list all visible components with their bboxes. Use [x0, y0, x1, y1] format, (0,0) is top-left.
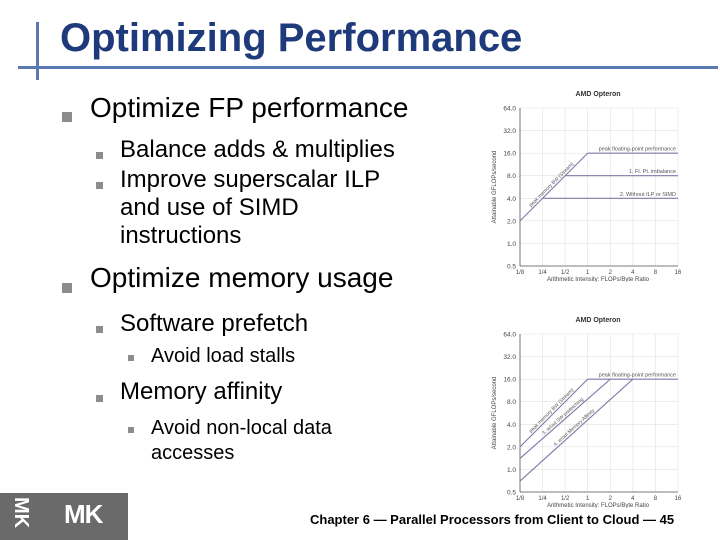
x-tick-label: 4	[631, 496, 635, 502]
x-tick-label: 4	[631, 270, 635, 276]
x-tick-label: 16	[675, 270, 682, 276]
x-tick-label: 1/8	[516, 496, 525, 502]
publisher-logo: MK MK	[0, 493, 128, 540]
x-tick-label: 1/4	[538, 496, 547, 502]
x-tick-label: 1/4	[538, 270, 547, 276]
roofline-chart-fp: 0.5 1.0 2.0 4.0 8.0 16.0 32.0 64.0 1/8 1/4 1/2 1 2 4 8…	[488, 86, 688, 283]
logo-side-text: MK	[10, 497, 32, 529]
series-line	[519, 378, 634, 482]
bullet-square	[96, 152, 103, 159]
y-tick-label: 4.0	[507, 422, 516, 429]
bullet-mem-sub2-line1: Avoid non-local data	[151, 417, 332, 439]
series-line	[519, 378, 589, 448]
y-axis-label: Attainable GFLOPs/second	[492, 151, 498, 224]
x-axis-label: Arithmetic Intensity: FLOPs/Byte Ratio	[547, 503, 650, 508]
series-line	[519, 152, 589, 222]
series-label: peak floating-point performance	[599, 373, 676, 379]
logo-text: MK	[64, 499, 103, 529]
y-tick-label: 8.0	[507, 173, 516, 180]
x-tick-label: 1	[586, 496, 590, 502]
x-tick-label: 8	[654, 496, 658, 502]
x-tick-label: 1/2	[561, 270, 570, 276]
y-tick-label: 16.0	[503, 151, 516, 158]
bullet-square	[128, 427, 134, 433]
x-tick-label: 16	[675, 496, 682, 502]
y-tick-label: 1.0	[507, 241, 516, 248]
series-label: 4. w/out Memory Affinity	[553, 408, 597, 448]
x-tick-label: 8	[654, 270, 658, 276]
series-label: peak floating-point performance	[599, 147, 676, 153]
bullet-square	[96, 395, 103, 402]
y-tick-label: 64.0	[503, 106, 516, 113]
x-axis-label: Arithmetic Intensity: FLOPs/Byte Ratio	[547, 277, 650, 282]
y-tick-label: 16.0	[503, 377, 516, 384]
bullet-mem-sub1: Software prefetch	[120, 310, 309, 337]
y-tick-label: 32.0	[503, 354, 516, 361]
chart-title: AMD Opteron	[575, 91, 620, 98]
title-vertical-rule	[36, 22, 39, 80]
x-tick-label: 1/2	[561, 496, 570, 502]
y-tick-label: 32.0	[503, 128, 516, 135]
bullet-fp-sub2-line3: instructions	[120, 222, 242, 249]
bullet-mem-sub1-a: Avoid load stalls	[151, 345, 296, 367]
roofline-chart-memory: 0.5 1.0 2.0 4.0 8.0 16.0 32.0 64.0 1/8 1/4 1/2 1 2 4 8…	[488, 312, 688, 509]
bullet-fp-sub1: Balance adds & multiplies	[120, 136, 395, 163]
series-line	[519, 378, 611, 459]
y-axis-label: Attainable GFLOPs/second	[492, 377, 498, 450]
x-tick-label: 1	[586, 270, 590, 276]
series-label: peak memory BW (Stream)	[528, 161, 575, 208]
y-tick-label: 2.0	[507, 218, 516, 225]
bullet-square	[96, 326, 103, 333]
bullet-square	[62, 283, 72, 293]
x-tick-label: 1/8	[516, 270, 525, 276]
slide-title: Optimizing Performance	[60, 16, 523, 60]
y-tick-label: 8.0	[507, 399, 516, 406]
roofline-chart-fp-svg: 0.5 1.0 2.0 4.0 8.0 16.0 32.0 64.0 1/8 1/4 1/2 1 2 4 8…	[492, 91, 682, 283]
series-label: 1. Fl. Pt. imbalance	[629, 169, 676, 175]
bullet-mem-sub2: Memory affinity	[120, 378, 283, 405]
bullet-fp-sub2-line1: Improve superscalar ILP	[120, 166, 381, 193]
y-tick-label: 64.0	[503, 332, 516, 339]
y-tick-label: 0.5	[507, 490, 516, 497]
chart-title: AMD Opteron	[575, 317, 620, 324]
y-tick-label: 4.0	[507, 196, 516, 203]
bullet-square	[128, 355, 134, 361]
slide-footer: Chapter 6 — Parallel Processors from Cli…	[310, 512, 675, 527]
roofline-chart-memory-svg: 0.5 1.0 2.0 4.0 8.0 16.0 32.0 64.0 1/8 1/4 1/2 1 2 4 8…	[492, 317, 682, 509]
y-tick-label: 0.5	[507, 264, 516, 271]
y-tick-label: 1.0	[507, 467, 516, 474]
y-tick-label: 2.0	[507, 444, 516, 451]
series-label: 2. Without ILP or SIMD	[620, 192, 676, 198]
bullet-mem: Optimize memory usage	[90, 262, 394, 293]
bullet-square	[62, 112, 72, 122]
x-tick-label: 2	[609, 270, 613, 276]
bullet-square	[96, 182, 103, 189]
bullet-mem-sub2-line2: accesses	[151, 442, 235, 464]
bullet-fp: Optimize FP performance	[90, 92, 409, 123]
title-horizontal-rule	[18, 66, 718, 69]
x-tick-label: 2	[609, 496, 613, 502]
bullet-fp-sub2-line2: and use of SIMD	[120, 194, 299, 221]
